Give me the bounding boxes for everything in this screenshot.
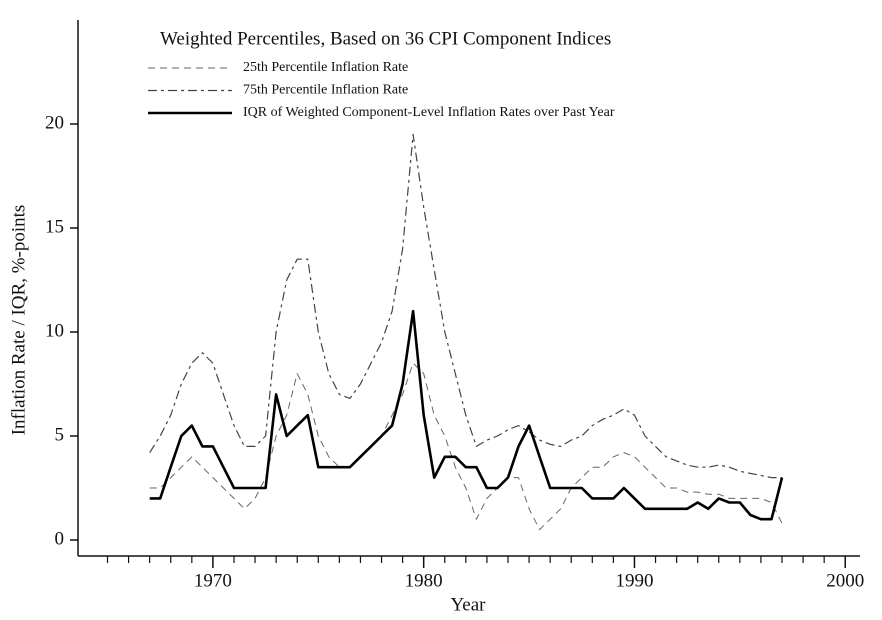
y-tick-label: 15 xyxy=(45,216,64,237)
y-tick-label: 0 xyxy=(55,528,65,549)
legend-label: 75th Percentile Inflation Rate xyxy=(243,83,408,98)
series-line xyxy=(149,362,783,531)
legend-label: IQR of Weighted Component-Level Inflatio… xyxy=(243,105,615,120)
x-tick-label: 1980 xyxy=(405,570,443,591)
chart-title: Weighted Percentiles, Based on 36 CPI Co… xyxy=(160,28,611,49)
series-line xyxy=(149,309,784,521)
x-tick-label: 1970 xyxy=(194,570,232,591)
y-tick-label: 5 xyxy=(55,424,65,445)
x-axis-label: Year xyxy=(450,594,486,615)
series-line xyxy=(149,133,782,479)
y-tick-label: 20 xyxy=(45,112,64,133)
y-axis-label: Inflation Rate / IQR, %-points xyxy=(8,205,29,436)
x-tick-label: 2000 xyxy=(826,570,864,591)
x-tick-label: 1990 xyxy=(615,570,653,591)
y-tick-label: 10 xyxy=(45,320,64,341)
legend-label: 25th Percentile Inflation Rate xyxy=(243,60,408,75)
